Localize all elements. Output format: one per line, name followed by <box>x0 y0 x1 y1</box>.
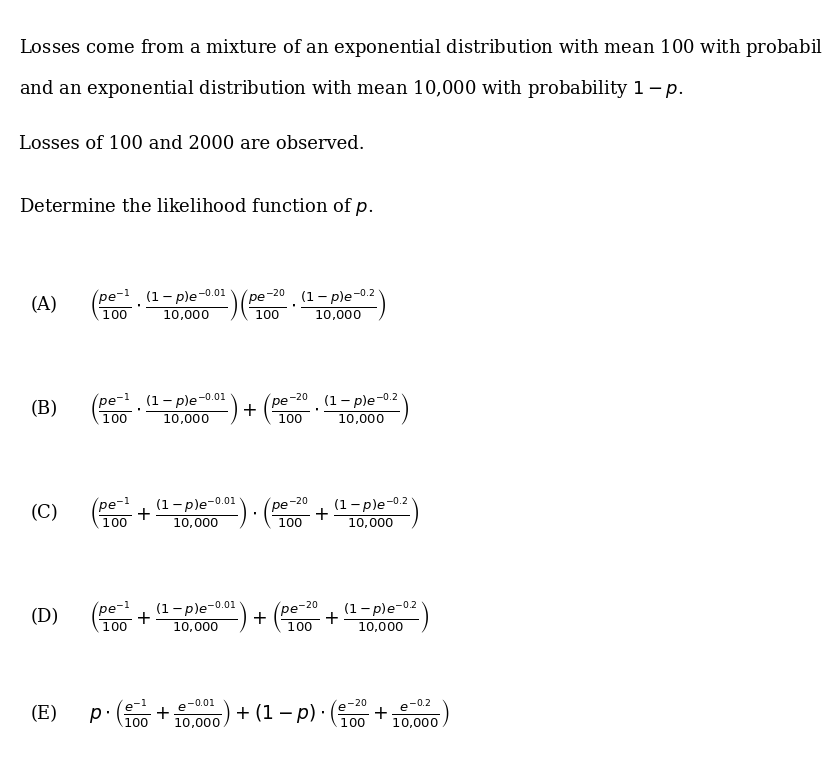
Text: Losses of 100 and 2000 are observed.: Losses of 100 and 2000 are observed. <box>19 135 364 153</box>
Text: $p\cdot\left(\frac{e^{-1}}{100}+\frac{e^{-0.01}}{10{,}000}\right)+(1-p)\cdot\lef: $p\cdot\left(\frac{e^{-1}}{100}+\frac{e^… <box>90 697 450 730</box>
Text: (E): (E) <box>30 705 58 723</box>
Text: Losses come from a mixture of an exponential distribution with mean 100 with pro: Losses come from a mixture of an exponen… <box>19 36 822 58</box>
Text: $\left(\frac{pe^{-1}}{100}\cdot\frac{(1-p)e^{-0.01}}{10{,}000}\right)+\left(\fra: $\left(\frac{pe^{-1}}{100}\cdot\frac{(1-… <box>90 391 410 427</box>
Text: (C): (C) <box>30 504 58 522</box>
Text: $\left(\frac{pe^{-1}}{100}\cdot\frac{(1-p)e^{-0.01}}{10{,}000}\right)\left(\frac: $\left(\frac{pe^{-1}}{100}\cdot\frac{(1-… <box>90 287 387 323</box>
Text: (D): (D) <box>30 608 59 626</box>
Text: (A): (A) <box>30 296 58 314</box>
Text: $\left(\frac{pe^{-1}}{100}+\frac{(1-p)e^{-0.01}}{10{,}000}\right)\cdot\left(\fra: $\left(\frac{pe^{-1}}{100}+\frac{(1-p)e^… <box>90 495 420 531</box>
Text: $\left(\frac{pe^{-1}}{100}+\frac{(1-p)e^{-0.01}}{10{,}000}\right)+\left(\frac{pe: $\left(\frac{pe^{-1}}{100}+\frac{(1-p)e^… <box>90 599 430 635</box>
Text: (B): (B) <box>30 399 58 418</box>
Text: Determine the likelihood function of $p$.: Determine the likelihood function of $p$… <box>19 196 373 218</box>
Text: and an exponential distribution with mean 10,000 with probability $1-p$.: and an exponential distribution with mea… <box>19 77 683 99</box>
